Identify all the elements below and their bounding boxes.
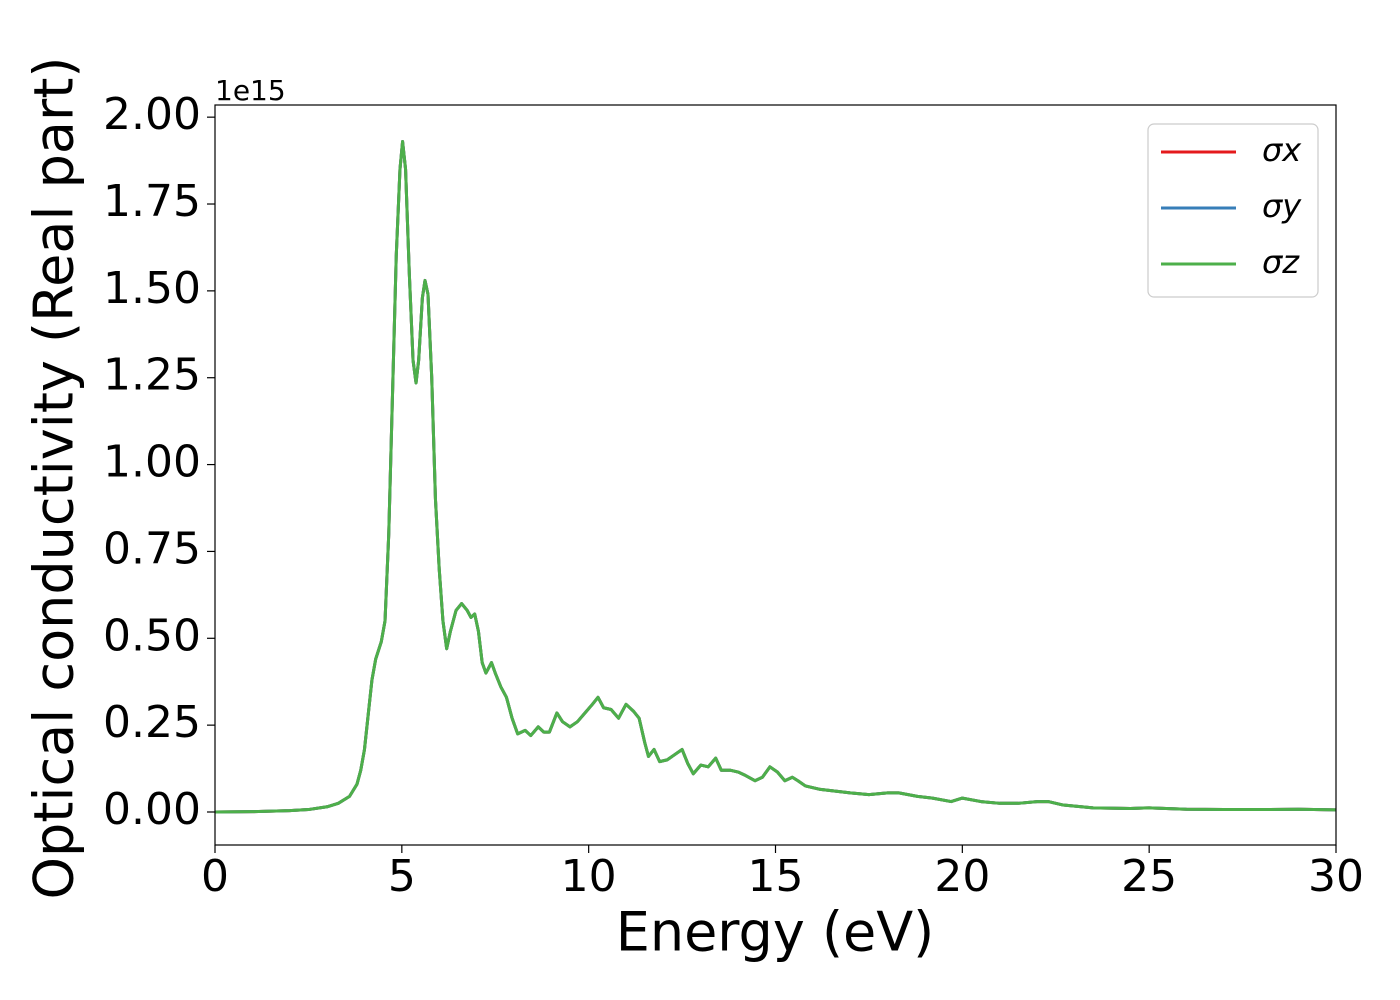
legend-label: σz — [1262, 243, 1300, 281]
y-tick-label: 1.50 — [103, 263, 201, 314]
y-tick-label: 1.25 — [103, 350, 201, 401]
x-tick-label: 30 — [1308, 851, 1364, 902]
x-tick-label: 15 — [748, 851, 804, 902]
y-tick-label: 0.25 — [103, 697, 201, 748]
y-tick-label: 1.75 — [103, 176, 201, 227]
x-tick-label: 25 — [1121, 851, 1177, 902]
y-tick-label: 0.50 — [103, 610, 201, 661]
legend-label: σx — [1262, 131, 1302, 169]
x-axis-label: Energy (eV) — [616, 901, 935, 964]
legend-label: σy — [1262, 187, 1302, 225]
y-axis-label: Optical conductivity (Real part) — [23, 57, 86, 900]
y-tick-label: 0.75 — [103, 523, 201, 574]
x-tick-label: 20 — [934, 851, 990, 902]
y-tick-label: 2.00 — [103, 89, 201, 140]
x-tick-label: 5 — [388, 851, 416, 902]
x-tick-label: 10 — [561, 851, 617, 902]
legend-box — [1147, 123, 1319, 298]
y-offset-label: 1e15 — [215, 74, 286, 107]
x-tick-label: 0 — [201, 851, 229, 902]
line-series — [215, 139, 1336, 814]
y-tick-label: 0.00 — [103, 784, 201, 835]
y-tick-label: 1.00 — [103, 437, 201, 488]
